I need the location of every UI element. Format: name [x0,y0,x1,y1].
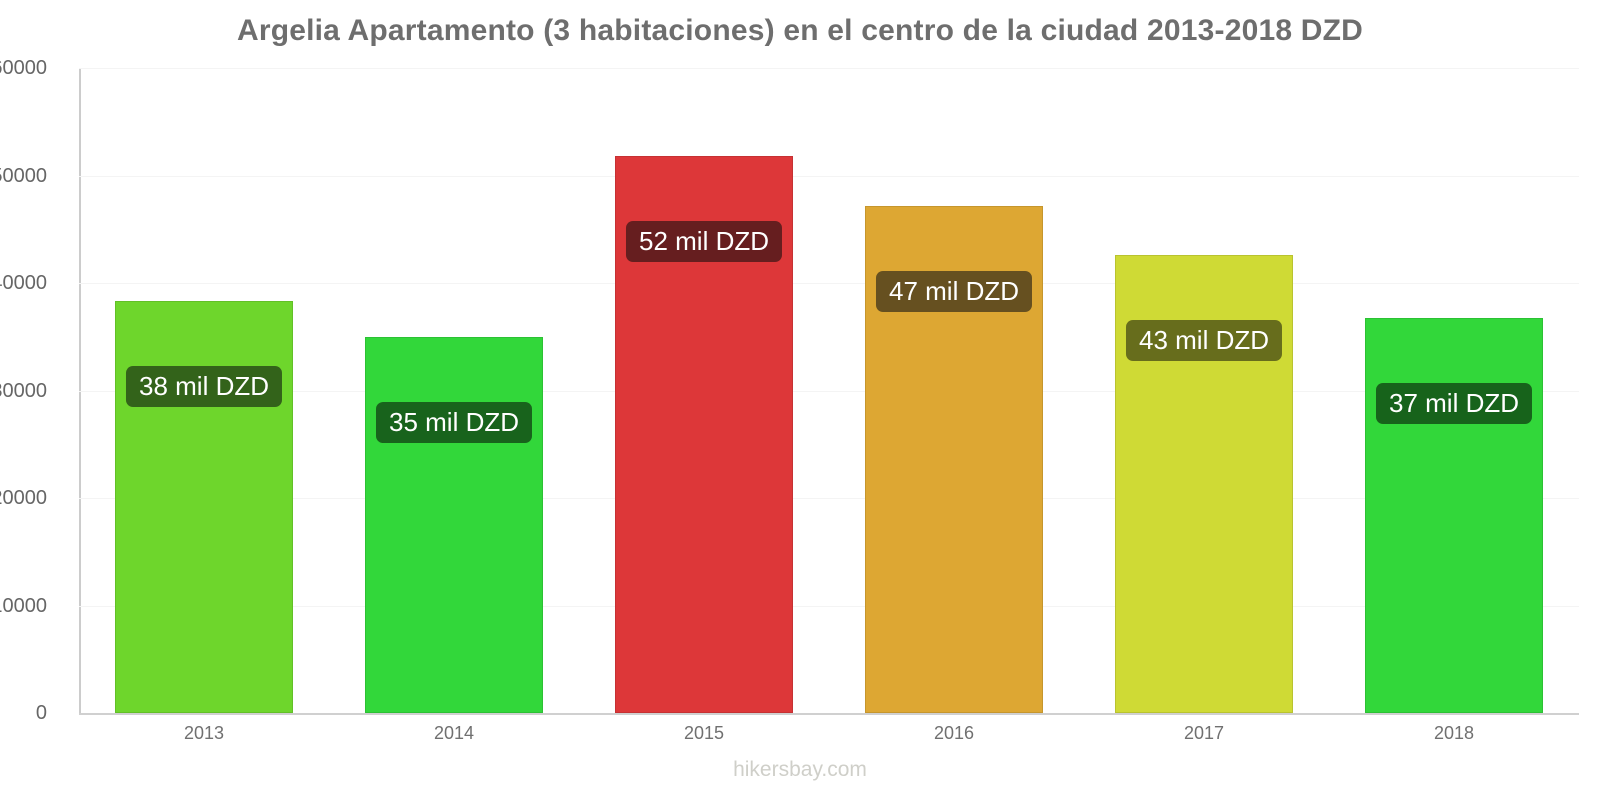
grid-line [79,390,1579,392]
grid-line [79,283,1579,284]
x-axis-tick-label: 2015 [683,723,725,743]
bar-value-label: 35 mil DZD [375,401,533,443]
bar-group: 47 mil DZD 2016 [865,68,1043,743]
grid-line [79,68,1579,69]
y-axis-tick-label: 20000 [0,487,47,509]
y-axis-tick-label: 0 [35,702,47,724]
bar[interactable] [115,301,293,713]
watermark: hikersbay.com [733,758,867,781]
bar-group: 52 mil DZD 2015 [615,68,793,743]
x-axis-tick-label: 2013 [183,723,225,743]
page-title: Argelia Apartamento (3 habitaciones) en … [236,14,1364,47]
grid-line [79,498,1579,499]
bar-value-label: 37 mil DZD [1375,383,1533,425]
x-axis-tick-label: 2016 [933,723,975,743]
bar[interactable] [365,336,543,713]
bar-group: 37 mil DZD 2018 [1365,68,1543,743]
bars-layer: 38 mil DZD 2013 35 mil DZD 2014 52 mil DZD 20… [79,68,1579,743]
bar-group: 35 mil DZD 2014 [365,68,543,743]
plot-area: 0 10000 20000 30000 40000 50000 60000 38 mil D… [0,57,1579,743]
bar[interactable] [1365,318,1543,713]
bar-value-label: 47 mil DZD [875,270,1033,312]
y-axis-tick-label: 40000 [0,272,47,294]
bar-value-label: 38 mil DZD [125,366,283,408]
bar-group: 43 mil DZD 2017 [1115,68,1293,743]
grid-line [79,713,1579,715]
x-axis-tick-label: 2017 [1183,723,1225,743]
bar-value-label: 43 mil DZD [1125,320,1283,362]
x-axis-tick-label: 2018 [1433,723,1475,743]
grid-line [79,175,1579,177]
bar-group: 38 mil DZD 2013 [115,68,293,743]
y-axis-tick-label: 10000 [0,594,47,617]
grid-line [79,605,1579,607]
y-axis-tick-label: 50000 [0,164,47,187]
y-axis-tick-label: 60000 [0,57,47,79]
y-axis-tick-label: 30000 [0,379,47,402]
x-axis-tick-label: 2014 [433,723,475,743]
bar-value-label: 52 mil DZD [625,221,783,263]
y-axis-line [79,68,81,715]
